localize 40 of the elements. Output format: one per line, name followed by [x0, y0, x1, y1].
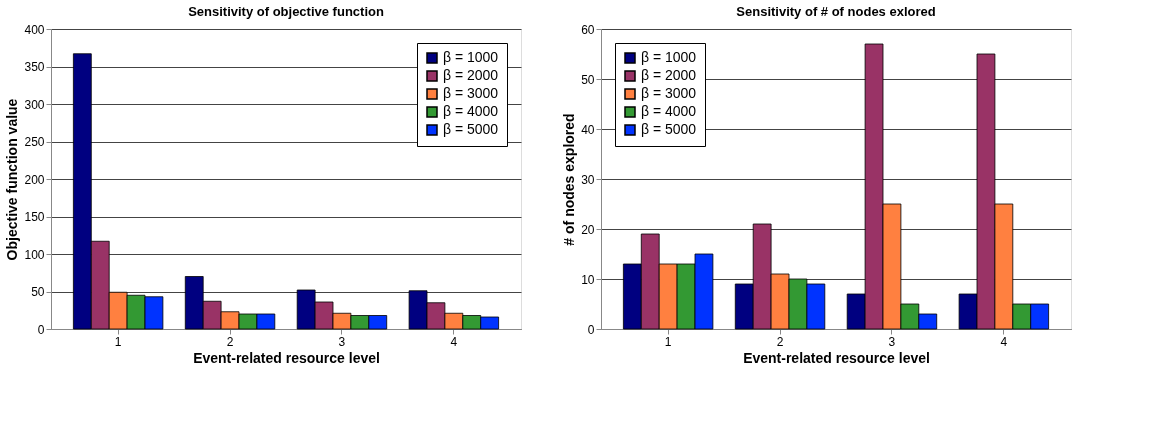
- y-tick-label: 350: [24, 60, 45, 74]
- y-axis-title: # of nodes explored: [561, 113, 578, 246]
- legend-label: β = 1000: [443, 49, 499, 65]
- x-tick-label: 1: [664, 334, 672, 349]
- y-tick-label: 20: [581, 222, 595, 237]
- y-tick-label: 300: [24, 97, 45, 112]
- legend-label: β = 4000: [641, 103, 697, 119]
- x-tick-label: 4: [450, 334, 458, 349]
- y-tick-label: 60: [581, 22, 595, 37]
- y-tick-label: 200: [24, 172, 45, 187]
- y-tick-label: 0: [587, 322, 595, 337]
- y-tick-label: 50: [581, 72, 595, 87]
- legend-label: β = 2000: [443, 67, 499, 83]
- x-axis-title: Event-related resource level: [193, 349, 380, 366]
- legend-label: β = 3000: [443, 85, 499, 101]
- y-tick-label: 30: [581, 172, 595, 187]
- legend-label: β = 1000: [641, 49, 697, 65]
- legend-label: β = 5000: [641, 121, 697, 137]
- x-tick-label: 3: [888, 334, 896, 349]
- x-tick-label: 3: [338, 334, 346, 349]
- legend-label: β = 3000: [641, 85, 697, 101]
- x-tick-label: 2: [776, 334, 784, 349]
- chart-title: Sensitivity of # of nodes exlored: [736, 4, 936, 19]
- y-tick-label: 400: [24, 22, 45, 37]
- y-tick-label: 0: [37, 322, 45, 337]
- x-tick-label: 1: [114, 334, 122, 349]
- x-tick-label: 4: [1000, 334, 1008, 349]
- x-tick-label: 2: [226, 334, 234, 349]
- y-tick-label: 250: [24, 135, 45, 149]
- legend-label: β = 2000: [641, 67, 697, 83]
- y-tick-label: 40: [581, 122, 595, 137]
- chart-title: Sensitivity of objective function: [188, 4, 384, 19]
- y-tick-label: 10: [581, 272, 595, 287]
- y-tick-label: 150: [24, 210, 45, 224]
- y-axis-title: Objective function value: [4, 98, 21, 261]
- x-axis-title: Event-related resource level: [743, 349, 930, 366]
- y-tick-label: 50: [31, 285, 45, 299]
- y-tick-label: 100: [24, 247, 45, 262]
- legend-label: β = 5000: [443, 121, 499, 137]
- legend-label: β = 4000: [443, 103, 499, 119]
